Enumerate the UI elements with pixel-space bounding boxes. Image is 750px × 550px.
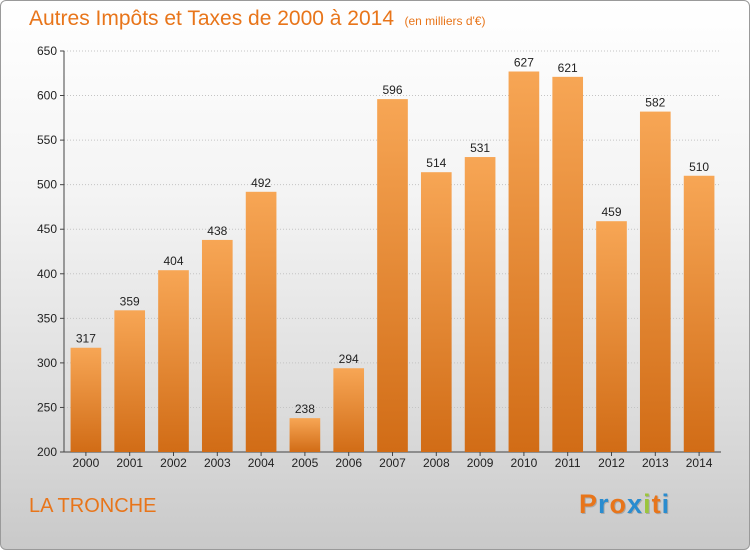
- x-tick-label: 2008: [423, 456, 450, 470]
- logo-letter: i: [661, 489, 671, 519]
- data-label: 359: [120, 294, 140, 308]
- data-label: 459: [601, 205, 621, 219]
- y-tick-label: 600: [37, 89, 57, 103]
- logo-letter: P: [579, 489, 599, 519]
- bar: [683, 175, 715, 452]
- x-tick-label: 2003: [204, 456, 231, 470]
- bar: [158, 270, 189, 452]
- y-tick-label: 650: [37, 44, 57, 58]
- y-tick-label: 400: [37, 267, 57, 281]
- y-tick-label: 300: [37, 356, 57, 370]
- y-tick-label: 200: [37, 445, 57, 459]
- x-tick-label: 2007: [379, 456, 406, 470]
- bar: [420, 172, 452, 453]
- data-label: 294: [339, 352, 359, 366]
- data-label: 492: [251, 176, 271, 190]
- bar: [114, 310, 146, 452]
- data-label: 531: [470, 141, 490, 155]
- data-label: 596: [382, 83, 402, 97]
- bar: [508, 71, 540, 453]
- commune-name: LA TRONCHE: [29, 495, 157, 517]
- y-tick-label: 350: [37, 311, 57, 325]
- bar: [201, 239, 233, 452]
- logo-letter: r: [598, 489, 610, 519]
- x-tick-label: 2001: [116, 456, 143, 470]
- y-tick-label: 250: [37, 400, 57, 414]
- x-tick-label: 2002: [160, 456, 187, 470]
- y-tick-label: 450: [37, 222, 57, 236]
- logo-letter: t: [651, 489, 662, 519]
- logo-letter: o: [609, 489, 628, 519]
- x-tick-label: 2009: [467, 456, 494, 470]
- x-tick-label: 2013: [642, 456, 669, 470]
- x-tick-label: 2011: [555, 456, 581, 470]
- x-tick-label: 2014: [686, 456, 713, 470]
- x-tick-label: 2012: [598, 456, 625, 470]
- data-label: 621: [558, 61, 578, 75]
- chart-subtitle: (en milliers d'€): [404, 14, 486, 28]
- chart-title-main: Autres Impôts et Taxes de 2000 à 2014: [29, 7, 395, 30]
- labels: 200 250 300 350 400 450 500 550 600 650 317 2000 359…: [37, 44, 713, 470]
- bar: [333, 368, 365, 452]
- data-label: 238: [295, 402, 315, 416]
- x-tick-label: 2000: [73, 456, 100, 470]
- proxiti-logo: Proxiti: [579, 489, 670, 520]
- bar: [464, 157, 496, 452]
- bar: [639, 111, 671, 453]
- bars: [70, 71, 715, 453]
- y-tick-label: 550: [37, 133, 57, 147]
- logo-letter: i: [643, 489, 652, 519]
- data-label: 510: [689, 160, 709, 174]
- bar: [596, 221, 627, 452]
- data-label: 317: [76, 332, 96, 346]
- x-tick-label: 2004: [248, 456, 275, 470]
- x-tick-label: 2006: [335, 456, 362, 470]
- bar: [377, 99, 408, 453]
- bar: [289, 418, 321, 452]
- bar: [552, 76, 584, 452]
- y-tick-label: 500: [37, 178, 57, 192]
- x-tick-label: 2010: [511, 456, 538, 470]
- data-label: 582: [645, 96, 665, 110]
- chart-title: Autres Impôts et Taxes de 2000 à 2014 (e…: [29, 7, 485, 31]
- x-tick-label: 2005: [292, 456, 319, 470]
- logo-letter: x: [627, 489, 644, 519]
- bar: [70, 347, 102, 452]
- data-label: 627: [514, 55, 534, 69]
- bar: [245, 191, 277, 452]
- data-label: 514: [426, 156, 446, 170]
- data-label: 404: [163, 254, 183, 268]
- data-label: 438: [207, 224, 227, 238]
